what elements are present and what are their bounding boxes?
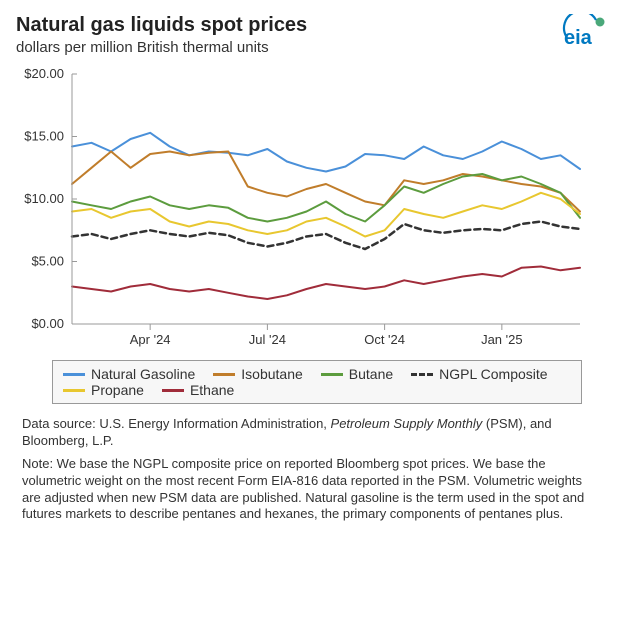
chart-title: Natural gas liquids spot prices bbox=[16, 14, 610, 37]
x-tick-label: Jul '24 bbox=[249, 332, 286, 347]
legend-swatch bbox=[213, 373, 235, 376]
source-italic: Petroleum Supply Monthly bbox=[331, 416, 483, 431]
legend-item: Butane bbox=[321, 366, 393, 382]
legend-item: NGPL Composite bbox=[411, 366, 547, 382]
legend-label: Propane bbox=[91, 382, 144, 398]
legend-item: Propane bbox=[63, 382, 144, 398]
y-tick-label: $20.00 bbox=[24, 66, 64, 81]
legend-item: Isobutane bbox=[213, 366, 303, 382]
x-tick-label: Apr '24 bbox=[130, 332, 171, 347]
eia-logo: eia bbox=[560, 14, 610, 48]
legend-label: Natural Gasoline bbox=[91, 366, 195, 382]
chart-area: $0.00 $5.00 $10.00 $15.00 $20.00 Apr '24 Jul '… bbox=[16, 64, 610, 354]
legend-item: Ethane bbox=[162, 382, 234, 398]
legend-label: Isobutane bbox=[241, 366, 303, 382]
methodology-note: Note: We base the NGPL composite price o… bbox=[22, 456, 604, 524]
legend-swatch bbox=[162, 389, 184, 392]
y-tick-label: $15.00 bbox=[24, 129, 64, 144]
legend: Natural Gasoline Isobutane Butane NGPL Comp… bbox=[52, 360, 582, 404]
legend-item: Natural Gasoline bbox=[63, 366, 195, 382]
x-tick-label: Oct '24 bbox=[364, 332, 405, 347]
source-prefix: Data source: U.S. Energy Information Adm… bbox=[22, 416, 331, 431]
y-tick-label: $5.00 bbox=[31, 254, 64, 269]
legend-swatch bbox=[321, 373, 343, 376]
legend-swatch bbox=[63, 389, 85, 392]
header: Natural gas liquids spot prices dollars … bbox=[16, 14, 610, 64]
legend-label: NGPL Composite bbox=[439, 366, 547, 382]
y-tick-label: $0.00 bbox=[31, 316, 64, 331]
page: Natural gas liquids spot prices dollars … bbox=[0, 0, 626, 618]
x-tick-label: Jan '25 bbox=[481, 332, 523, 347]
y-tick-label: $10.00 bbox=[24, 191, 64, 206]
legend-label: Ethane bbox=[190, 382, 234, 398]
legend-label: Butane bbox=[349, 366, 393, 382]
series-line bbox=[72, 222, 580, 250]
eia-logo-text: eia bbox=[564, 27, 593, 48]
line-chart: $0.00 $5.00 $10.00 $15.00 $20.00 Apr '24 Jul '… bbox=[16, 64, 596, 354]
legend-swatch bbox=[63, 373, 85, 376]
series-line bbox=[72, 133, 580, 172]
data-source-note: Data source: U.S. Energy Information Adm… bbox=[22, 416, 604, 450]
series-line bbox=[72, 267, 580, 300]
chart-subtitle: dollars per million British thermal unit… bbox=[16, 39, 610, 56]
legend-swatch bbox=[411, 373, 433, 376]
